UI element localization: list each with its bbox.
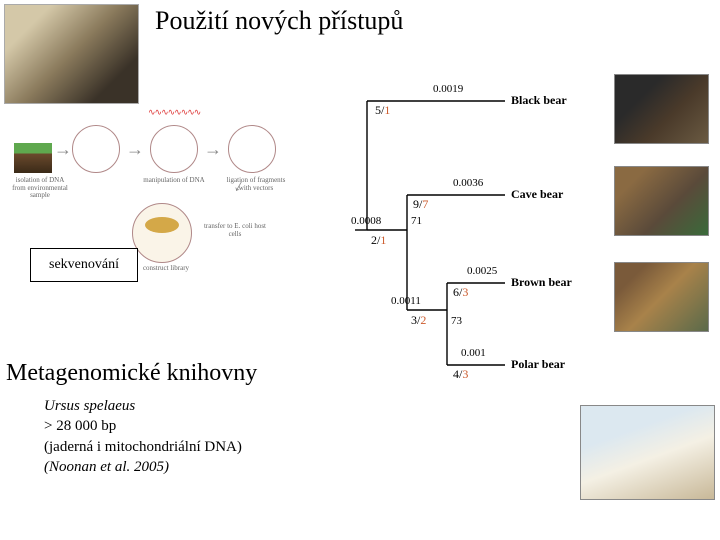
section-heading: Metagenomické knihovny xyxy=(6,360,257,387)
internal-value: 0.0008 xyxy=(351,215,381,227)
workflow-caption: manipulation of DNA xyxy=(138,177,210,185)
workflow-caption: isolation of DNA from environmental samp… xyxy=(10,177,70,200)
workflow-circle-ecoli xyxy=(132,203,192,263)
polar-bear-photo xyxy=(580,405,715,500)
workflow-caption: transfer to E. coli host cells xyxy=(200,223,270,238)
soil-sample-icon xyxy=(14,143,52,173)
cave-bear-photo xyxy=(614,166,709,236)
branch-value: 0.0036 xyxy=(453,177,483,189)
branch-value: 0.0025 xyxy=(467,265,497,277)
branch-value: 0.001 xyxy=(461,347,486,359)
workflow-circle-1 xyxy=(72,125,120,173)
workflow-circle-2 xyxy=(150,125,198,173)
phylogenetic-tree: 0.0019 5/1 Black bear 0.0036 9/7 Cave be… xyxy=(355,65,595,420)
page-title: Použití nových přístupů xyxy=(155,6,403,36)
species-label-polar-bear: Polar bear xyxy=(511,357,565,372)
arrow-icon: → xyxy=(204,139,222,160)
black-bear-photo xyxy=(614,74,709,144)
sequencing-box: sekvenování xyxy=(30,248,138,282)
branch-ratio: 9/7 xyxy=(413,197,428,212)
internal-ratio: 3/2 xyxy=(411,313,426,328)
branch-value: 0.0019 xyxy=(433,83,463,95)
bootstrap-value: 73 xyxy=(451,315,462,327)
dna-line: (jaderná i mitochondriální DNA) xyxy=(44,437,242,457)
bootstrap-value: 71 xyxy=(411,215,422,227)
details-block: Ursus spelaeus > 28 000 bp (jaderná i mi… xyxy=(44,396,242,477)
species-label-brown-bear: Brown bear xyxy=(511,275,572,290)
reference-line: (Noonan et al. 2005) xyxy=(44,457,242,477)
sequencing-label: sekvenování xyxy=(49,257,119,273)
workflow-caption: construct library xyxy=(126,265,206,273)
workflow-caption: ligation of fragments with vectors xyxy=(220,177,292,192)
skull-photo xyxy=(4,4,139,104)
internal-value: 0.0011 xyxy=(391,295,421,307)
arrow-icon: → xyxy=(54,139,72,160)
ecoli-icon xyxy=(145,217,179,233)
branch-ratio: 6/3 xyxy=(453,285,468,300)
species-label-cave-bear: Cave bear xyxy=(511,187,563,202)
internal-ratio: 2/1 xyxy=(371,233,386,248)
brown-bear-photo xyxy=(614,262,709,332)
branch-ratio: 4/3 xyxy=(453,367,468,382)
species-name: Ursus spelaeus xyxy=(44,396,242,416)
species-label-black-bear: Black bear xyxy=(511,93,567,108)
branch-ratio: 5/1 xyxy=(375,103,390,118)
arrow-icon: → xyxy=(126,139,144,160)
workflow-circle-3 xyxy=(228,125,276,173)
dna-wave-icon: ∿∿∿∿∿∿∿∿ xyxy=(148,107,200,118)
bp-line: > 28 000 bp xyxy=(44,416,242,436)
